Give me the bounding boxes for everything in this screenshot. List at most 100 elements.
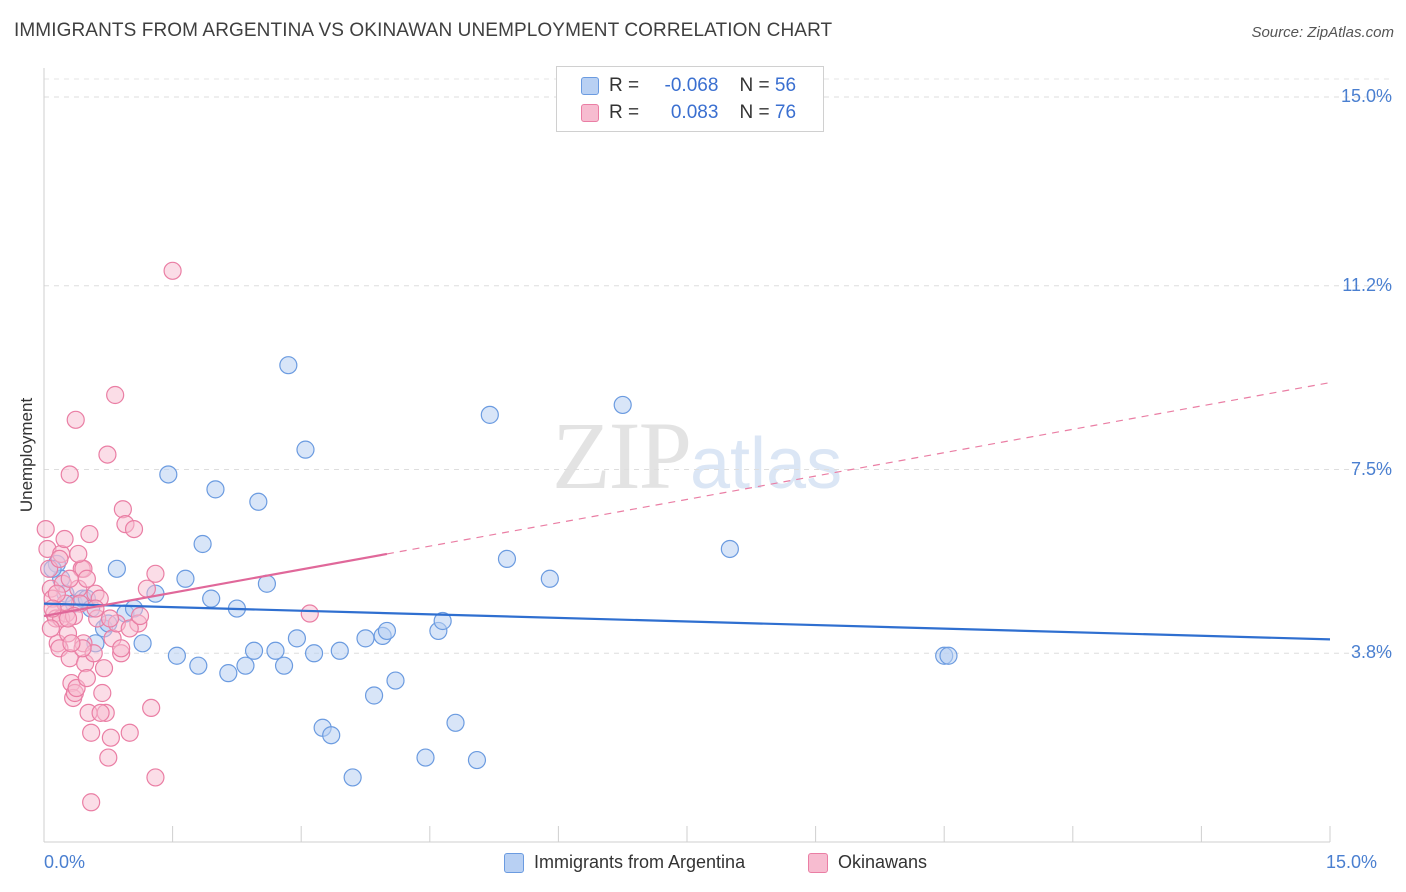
legend-swatch-argentina <box>581 77 599 95</box>
point-okinawans-69 <box>146 564 165 583</box>
trend-line-okinawans-projection <box>386 381 1331 555</box>
trend-line-argentina <box>43 602 1331 641</box>
grid <box>44 78 1392 654</box>
bottom-legend-label-okinawans: Okinawans <box>838 852 928 872</box>
chart-title: IMMIGRANTS FROM ARGENTINA VS OKINAWAN UN… <box>14 20 833 41</box>
point-argentina-36 <box>330 641 349 660</box>
point-argentina-35 <box>322 726 341 745</box>
point-argentina-32 <box>296 440 315 459</box>
bottom-legend-swatch-argentina <box>504 852 524 873</box>
point-okinawans-44 <box>137 579 156 598</box>
point-okinawans-52 <box>80 524 99 544</box>
point-argentina-48 <box>480 405 499 424</box>
watermark-zip: ZIP <box>552 402 692 509</box>
point-argentina-29 <box>274 656 294 675</box>
legend-r-label: R = <box>609 102 640 123</box>
point-okinawans-42 <box>124 519 144 539</box>
point-okinawans-57 <box>47 584 66 603</box>
x-tick-max: 15.0% <box>1326 852 1378 872</box>
series-okinawans-points <box>36 261 319 812</box>
point-okinawans-70 <box>82 793 101 812</box>
bottom-legend-swatch-okinawans <box>808 852 828 873</box>
point-argentina-13 <box>133 634 152 653</box>
point-argentina-16 <box>167 646 186 665</box>
legend-n-value-argentina: 56 <box>774 75 797 96</box>
point-argentina-46 <box>446 713 465 732</box>
point-okinawans-41 <box>120 723 139 742</box>
point-okinawans-0 <box>36 519 55 539</box>
legend-row-okinawans: R = 0.083 N = 76 <box>581 100 796 126</box>
point-argentina-26 <box>249 492 268 511</box>
point-okinawans-35 <box>101 728 120 747</box>
y-tick-label-0: 3.8% <box>1350 642 1392 663</box>
series-argentina-points <box>43 356 958 787</box>
legend-r-value-argentina: -0.068 <box>664 75 719 96</box>
point-okinawans-26 <box>82 723 101 742</box>
point-okinawans-66 <box>112 639 131 658</box>
legend-n-label: N = <box>739 75 770 96</box>
point-okinawans-61 <box>69 544 88 564</box>
legend-n-value-okinawans: 76 <box>774 102 797 123</box>
watermark: ZIPatlas <box>552 400 842 511</box>
point-argentina-42 <box>386 671 405 690</box>
point-okinawans-65 <box>100 609 120 628</box>
legend-row-argentina: R = -0.068 N = 56 <box>581 73 796 99</box>
point-argentina-20 <box>202 589 221 608</box>
point-okinawans-68 <box>130 606 150 626</box>
bottom-legend-label-argentina: Immigrants from Argentina <box>534 852 746 872</box>
point-argentina-39 <box>364 686 384 705</box>
point-argentina-49 <box>497 549 517 569</box>
y-tick-label-1: 7.5% <box>1350 458 1392 479</box>
y-tick-label-2: 11.2% <box>1342 274 1392 295</box>
point-argentina-28 <box>266 641 285 660</box>
point-argentina-30 <box>279 356 298 375</box>
point-argentina-10 <box>107 559 126 578</box>
point-okinawans-34 <box>99 748 118 767</box>
point-okinawans-49 <box>66 410 85 429</box>
point-argentina-37 <box>343 768 362 787</box>
point-argentina-15 <box>159 465 178 484</box>
point-argentina-38 <box>356 629 375 648</box>
y-axis-label: Unemployment <box>17 397 36 513</box>
legend-swatch-okinawans <box>581 104 599 122</box>
point-okinawans-46 <box>146 768 165 787</box>
point-okinawans-54 <box>60 569 79 588</box>
point-argentina-22 <box>219 664 238 683</box>
legend-n-label: N = <box>739 102 770 123</box>
point-okinawans-11 <box>55 529 74 549</box>
point-okinawans-74 <box>58 609 78 628</box>
point-okinawans-59 <box>41 619 60 638</box>
point-okinawans-45 <box>142 698 161 718</box>
point-argentina-54 <box>939 646 958 665</box>
y-tick-label-3: 15.0% <box>1340 86 1392 106</box>
point-okinawans-75 <box>300 604 319 623</box>
point-okinawans-48 <box>60 465 79 484</box>
point-argentina-50 <box>540 569 559 588</box>
legend-r-label: R = <box>609 75 640 96</box>
point-okinawans-73 <box>77 569 96 588</box>
point-okinawans-39 <box>113 500 132 519</box>
point-okinawans-64 <box>91 703 110 722</box>
trend-line-okinawans <box>43 552 388 618</box>
x-tick-min: 0.0% <box>44 852 86 872</box>
point-argentina-19 <box>193 534 212 554</box>
point-argentina-18 <box>189 656 208 675</box>
point-okinawans-50 <box>98 445 117 464</box>
stats-legend: R = -0.068 N = 56 R = 0.083 N = 76 <box>556 66 824 132</box>
trend-lines <box>43 381 1331 641</box>
point-argentina-21 <box>206 480 225 499</box>
point-argentina-43 <box>416 748 435 767</box>
point-argentina-17 <box>176 569 195 588</box>
bottom-legend-argentina: Immigrants from Argentina <box>504 852 745 873</box>
watermark-atlas: atlas <box>690 424 843 504</box>
point-argentina-45 <box>433 611 452 631</box>
bottom-legend-okinawans: Okinawans <box>808 852 927 873</box>
point-okinawans-67 <box>120 619 139 638</box>
point-argentina-24 <box>236 656 255 675</box>
point-okinawans-72 <box>50 549 69 569</box>
legend-r-value-okinawans: 0.083 <box>670 102 719 123</box>
point-okinawans-24 <box>77 668 96 688</box>
point-okinawans-31 <box>93 683 112 703</box>
point-okinawans-32 <box>94 659 114 678</box>
